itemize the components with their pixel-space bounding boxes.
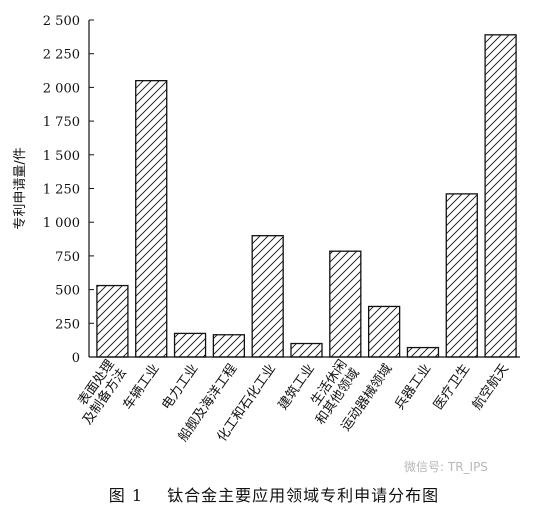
y-axis-label: 专利申请量/件 (13, 147, 28, 229)
bars-group (96, 34, 517, 358)
x-tick-label: 电力工业 (159, 362, 201, 413)
x-tick-label: 车辆工业 (120, 361, 163, 413)
y-ticks-group: 0 250 500 750 1 000 1 250 1 500 1 750 2 000 2 250… (43, 14, 94, 366)
x-tick-label: 航空航天 (469, 361, 512, 413)
bar (251, 235, 284, 358)
x-tick-label-line: 电力工业 (159, 362, 201, 413)
wechat-watermark: 微信号: TR_IPS (404, 460, 488, 474)
bar (135, 80, 168, 358)
y-tick-label: 2 250 (43, 48, 80, 63)
y-tick-label: 250 (55, 317, 80, 332)
x-tick-label: 兵器工业 (392, 362, 434, 413)
bar (96, 284, 129, 358)
x-tick-label-line: 建筑工业 (275, 361, 318, 413)
figure-title: 钛合金主要应用领域专利申请分布图 (167, 486, 440, 505)
bar (445, 193, 478, 358)
bar (290, 342, 323, 358)
bar (367, 305, 401, 358)
y-tick-label: 500 (55, 284, 80, 299)
figure-number: 图 1 (108, 486, 144, 505)
x-tick-label-line: 车辆工业 (120, 361, 163, 413)
y-tick-label: 2 000 (43, 81, 80, 96)
bar (329, 250, 362, 358)
bar (173, 332, 207, 358)
y-tick-label: 1 500 (43, 149, 80, 164)
bar (212, 334, 246, 358)
x-tick-label: 医疗卫生 (431, 362, 473, 413)
y-tick-label: 750 (55, 250, 80, 265)
y-tick-label: 1 750 (43, 115, 80, 130)
x-tick-label-line: 航空航天 (469, 361, 512, 413)
bar (406, 346, 440, 358)
y-tick-label: 0 (72, 351, 80, 366)
bar (484, 34, 517, 358)
figure-caption: 图 1 钛合金主要应用领域专利申请分布图 (0, 482, 548, 506)
bar-chart: 0 250 500 750 1 000 1 250 1 500 1 750 2 000 2 250… (13, 14, 520, 445)
x-tick-label: 建筑工业 (275, 361, 318, 413)
y-tick-label: 1 250 (43, 183, 80, 198)
x-labels-group: 表面处理及制备方法车辆工业电力工业船舰及海洋工程化工和石化工业建筑工业生活休闲和… (76, 357, 512, 444)
y-tick-label: 2 500 (43, 14, 80, 29)
x-tick-label-line: 医疗卫生 (431, 362, 473, 413)
x-tick-label-line: 兵器工业 (392, 362, 434, 413)
y-tick-label: 1 000 (43, 216, 80, 231)
